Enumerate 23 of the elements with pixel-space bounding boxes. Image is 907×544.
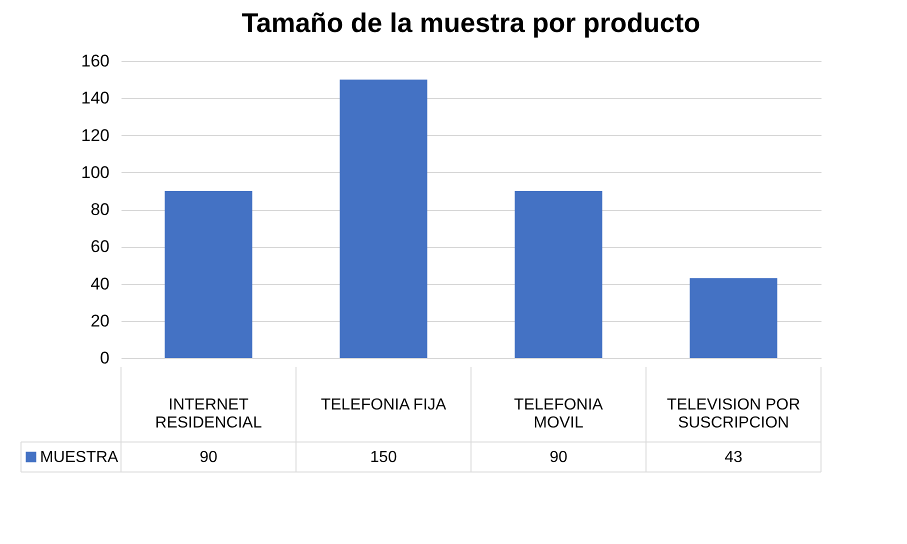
y-tick-label: 20 [90, 311, 110, 330]
y-tick-label: 120 [81, 126, 110, 145]
y-tick-label: 40 [90, 274, 110, 294]
x-tick-label: TELEFONIA MOVIL [514, 396, 604, 432]
y-tick-label: 0 [100, 348, 110, 368]
y-tick-label: 60 [90, 237, 110, 256]
y-tick-label: 160 [81, 52, 110, 70]
x-tick-label: INTERNET RESIDENCIAL [155, 396, 262, 432]
data-label: 43 [724, 449, 742, 466]
bar [690, 278, 778, 358]
x-tick-label: TELEVISION POR SUSCRIPCION [666, 396, 800, 432]
x-tick-label: TELEFONIA FIJA [320, 396, 447, 414]
bar [164, 190, 252, 358]
bar [514, 190, 602, 358]
y-tick-label: 140 [81, 88, 110, 108]
data-label: 90 [550, 449, 568, 466]
bar [340, 80, 428, 358]
data-label: 90 [200, 449, 218, 466]
legend-label: MUESTRA [40, 449, 119, 466]
y-tick-label: 80 [90, 200, 110, 219]
y-tick-label: 100 [81, 162, 110, 182]
chart-title: Tamaño de la muestra por producto [242, 8, 700, 38]
data-label: 150 [370, 449, 397, 466]
